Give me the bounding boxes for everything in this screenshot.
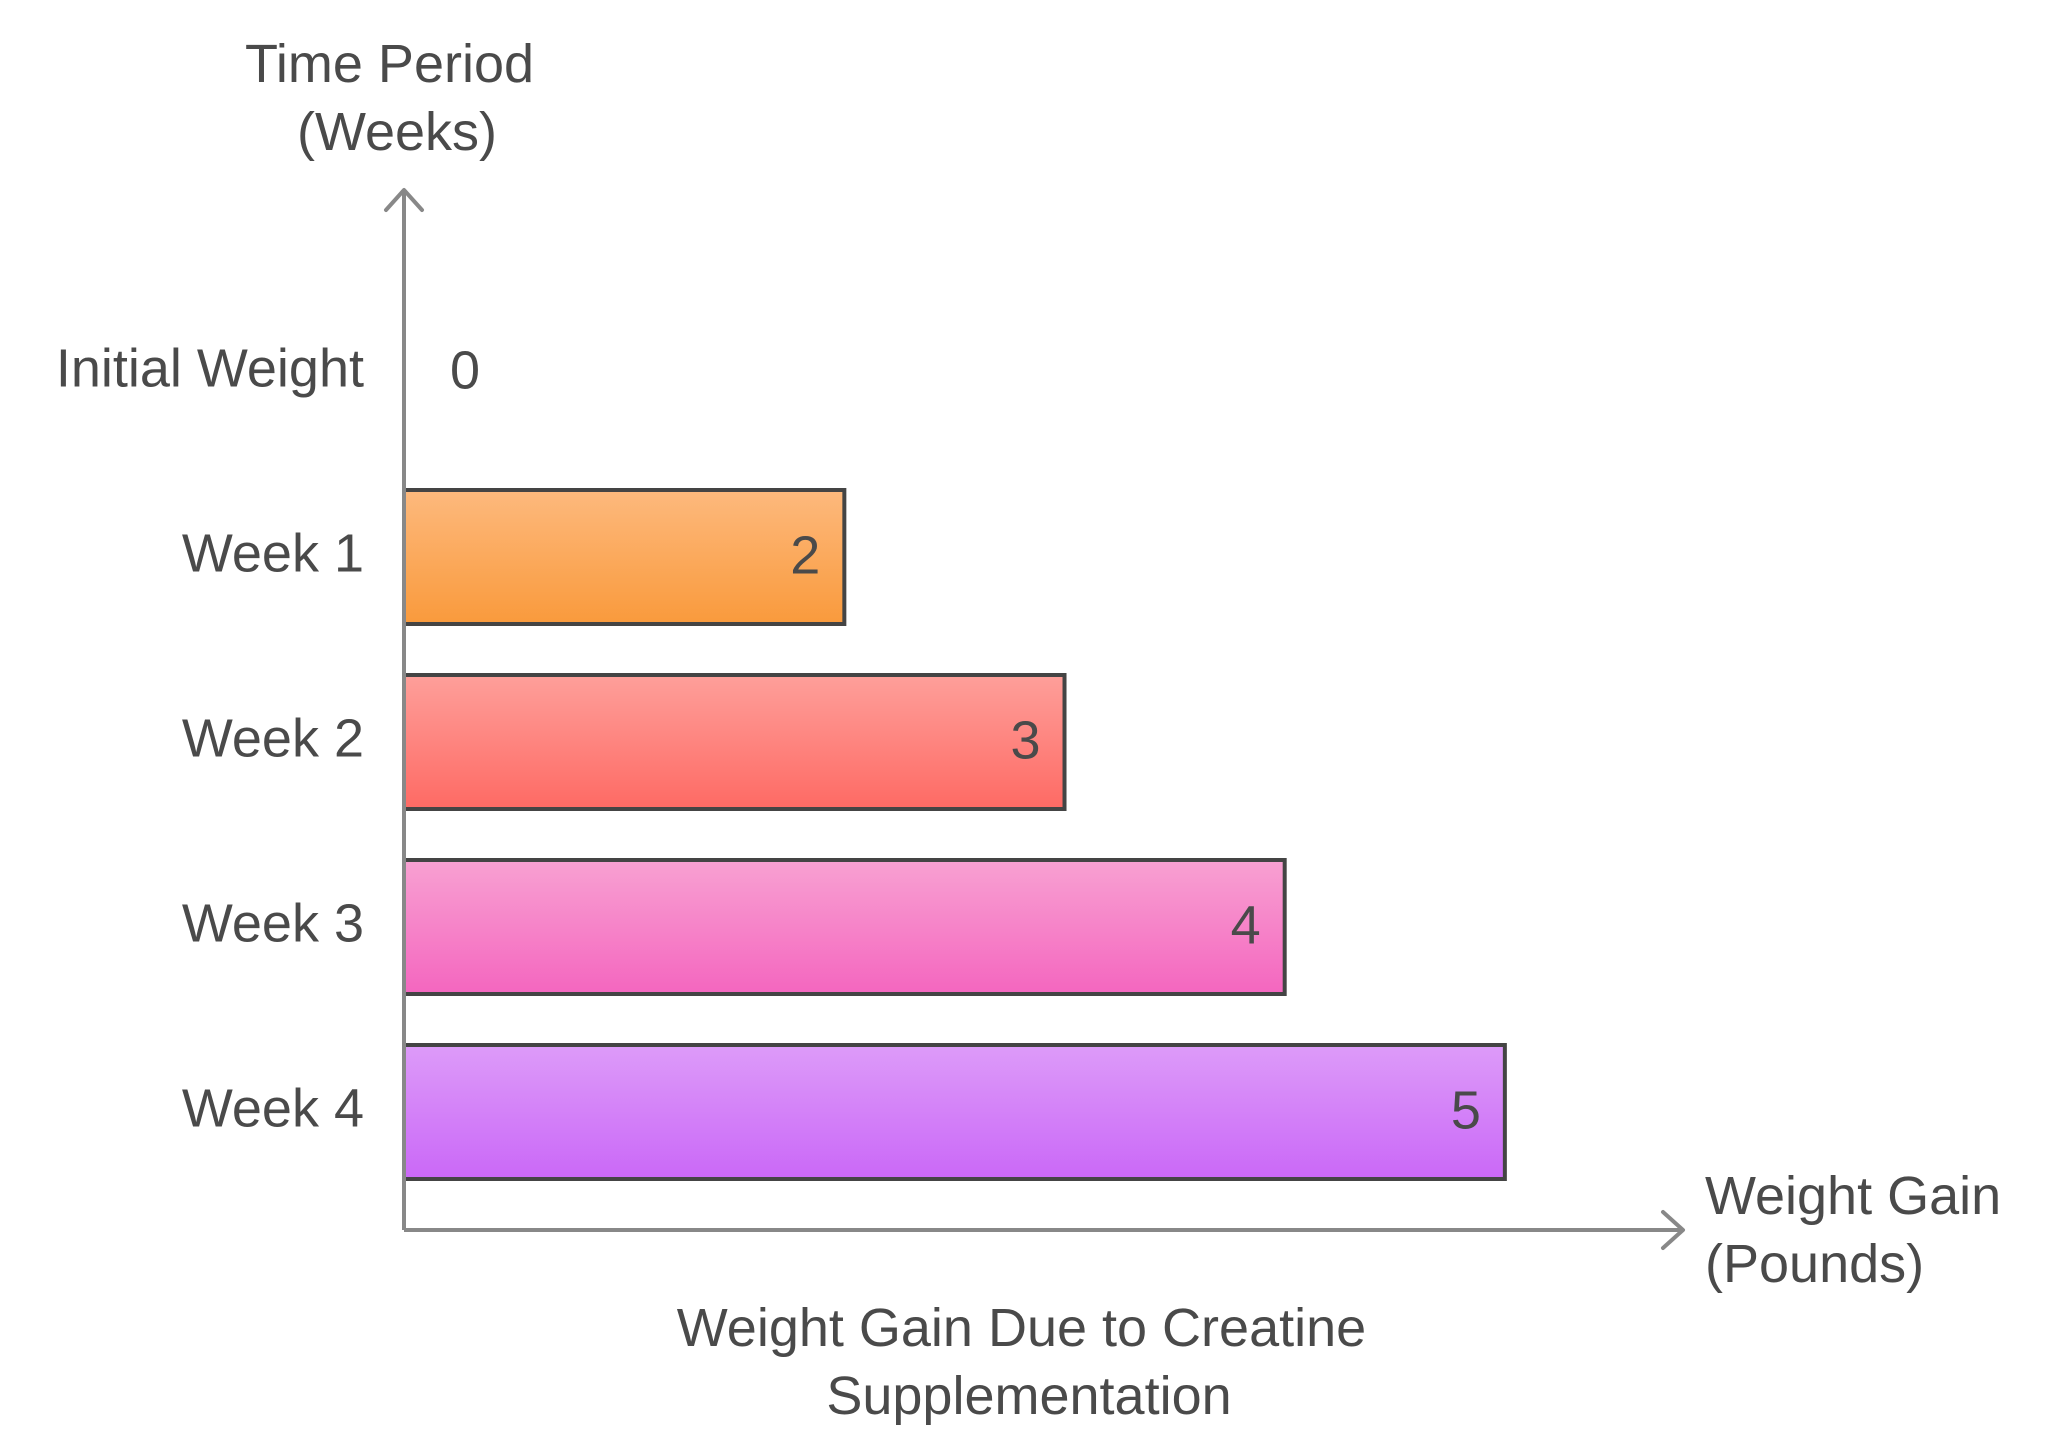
value-label: 2 — [790, 525, 820, 585]
bar — [402, 488, 847, 626]
category-label: Initial Weight — [56, 338, 364, 398]
x-axis-title-line-2: (Pounds) — [1705, 1234, 1924, 1294]
chart-title-line-2: Supplementation — [826, 1366, 1231, 1426]
y-axis-title-line-1: Time Period — [245, 34, 534, 94]
bar — [402, 1043, 1507, 1181]
value-label: 3 — [1010, 710, 1040, 770]
value-label: 0 — [450, 340, 480, 400]
category-label: Week 2 — [182, 708, 364, 768]
y-axis-arrow-icon — [384, 188, 424, 212]
bar — [402, 673, 1067, 811]
x-axis-title: Weight Gain (Pounds) — [1705, 1166, 2016, 1294]
value-label: 4 — [1231, 895, 1261, 955]
category-label: Week 3 — [182, 893, 364, 953]
x-axis-title-line-1: Weight Gain — [1705, 1166, 2001, 1226]
y-axis-title-line-2: (Weeks) — [297, 102, 497, 162]
x-axis-arrow-icon — [1661, 1210, 1685, 1250]
category-label: Week 1 — [182, 523, 364, 583]
category-label: Week 4 — [182, 1078, 364, 1138]
chart-title-line-1: Weight Gain Due to Creatine — [677, 1298, 1366, 1358]
bar — [402, 858, 1287, 996]
y-axis-title: Time Period (Weeks) — [245, 34, 549, 162]
value-label: 5 — [1451, 1080, 1481, 1140]
bars-group: Initial Weight 0 Week 1 2 Week 2 3 Week 3 4 Week… — [56, 338, 1507, 1181]
chart-title: Weight Gain Due to Creatine Supplementat… — [677, 1298, 1381, 1426]
